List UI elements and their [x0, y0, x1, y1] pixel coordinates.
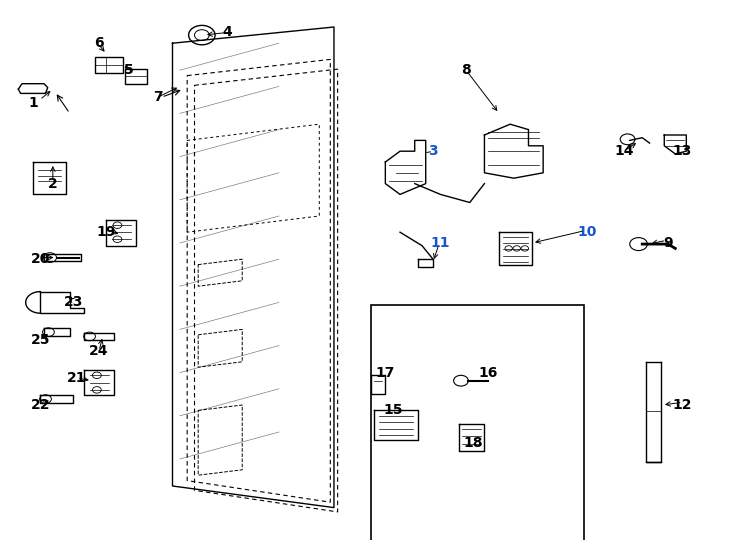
Text: 4: 4	[222, 25, 233, 39]
Text: 7: 7	[153, 90, 163, 104]
Polygon shape	[371, 375, 385, 394]
Polygon shape	[385, 140, 426, 194]
Polygon shape	[459, 424, 484, 451]
Text: 5: 5	[123, 63, 134, 77]
Polygon shape	[40, 395, 73, 403]
Polygon shape	[484, 124, 543, 178]
Polygon shape	[44, 328, 70, 336]
Polygon shape	[84, 370, 114, 395]
Text: 23: 23	[64, 295, 83, 309]
Text: 12: 12	[673, 398, 692, 412]
Text: 9: 9	[663, 236, 673, 250]
Polygon shape	[44, 254, 81, 261]
Text: 6: 6	[94, 36, 104, 50]
Text: 25: 25	[31, 333, 50, 347]
Polygon shape	[33, 162, 66, 194]
Polygon shape	[18, 84, 48, 93]
Polygon shape	[40, 292, 84, 313]
Text: 16: 16	[479, 366, 498, 380]
Text: 13: 13	[673, 144, 692, 158]
Polygon shape	[664, 135, 686, 154]
Polygon shape	[374, 410, 418, 440]
Text: 24: 24	[90, 344, 109, 358]
Text: 20: 20	[31, 252, 50, 266]
Text: 8: 8	[461, 63, 471, 77]
Text: 22: 22	[31, 398, 50, 412]
Bar	[95, 57, 123, 73]
Text: 3: 3	[428, 144, 438, 158]
Text: 21: 21	[68, 371, 87, 385]
Text: 18: 18	[464, 436, 483, 450]
Text: 2: 2	[48, 177, 58, 191]
Polygon shape	[499, 232, 532, 265]
Polygon shape	[106, 220, 136, 246]
Bar	[371, 305, 584, 540]
Polygon shape	[84, 333, 114, 340]
Text: 10: 10	[578, 225, 597, 239]
Text: 14: 14	[614, 144, 633, 158]
Text: 17: 17	[376, 366, 395, 380]
Polygon shape	[418, 259, 433, 267]
Text: 19: 19	[97, 225, 116, 239]
Text: 15: 15	[383, 403, 402, 417]
Bar	[125, 69, 147, 84]
Text: 1: 1	[28, 96, 38, 110]
Text: 11: 11	[431, 236, 450, 250]
